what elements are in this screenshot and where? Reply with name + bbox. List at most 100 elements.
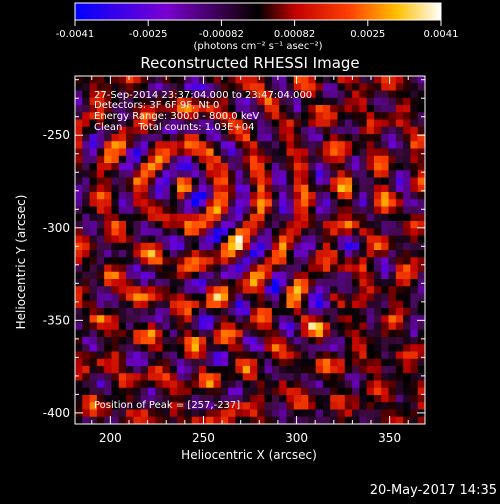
image-pixel — [308, 148, 317, 157]
image-pixel — [169, 271, 178, 280]
image-pixel — [220, 337, 229, 345]
image-pixel — [242, 119, 251, 128]
image-pixel — [162, 119, 171, 128]
image-pixel — [220, 373, 229, 381]
image-pixel — [403, 76, 411, 84]
image-pixel — [75, 373, 83, 381]
image-pixel — [184, 279, 193, 287]
image-pixel — [111, 358, 120, 367]
image-pixel — [373, 271, 382, 280]
image-pixel — [337, 300, 346, 309]
image-pixel — [301, 112, 309, 120]
image-pixel — [279, 148, 287, 157]
image-pixel — [395, 387, 404, 396]
image-pixel — [162, 380, 171, 389]
image-pixel — [220, 192, 229, 200]
image-pixel — [257, 235, 265, 244]
image-pixel — [140, 126, 149, 135]
image-pixel — [228, 409, 236, 418]
image-pixel — [250, 250, 258, 258]
image-pixel — [264, 141, 273, 149]
image-pixel — [96, 177, 105, 186]
image-pixel — [140, 351, 149, 360]
image-pixel — [104, 271, 112, 280]
image-pixel — [250, 373, 258, 381]
image-pixel — [330, 163, 338, 171]
image-pixel — [89, 90, 98, 99]
image-pixel — [104, 387, 112, 396]
image-pixel — [169, 409, 178, 418]
image-pixel — [322, 329, 331, 338]
image-pixel — [352, 90, 360, 99]
image-pixel — [279, 235, 287, 244]
image-pixel — [198, 235, 207, 244]
image-pixel — [177, 271, 185, 280]
image-pixel — [344, 177, 353, 186]
image-pixel — [286, 134, 295, 142]
image-pixel — [89, 337, 98, 345]
image-pixel — [191, 206, 200, 215]
image-pixel — [330, 112, 338, 120]
image-pixel — [366, 293, 375, 302]
image-pixel — [250, 315, 258, 323]
image-pixel — [155, 235, 163, 244]
image-pixel — [337, 163, 346, 171]
image-pixel — [337, 271, 346, 280]
image-pixel — [366, 279, 375, 287]
image-pixel — [395, 373, 404, 381]
image-pixel — [111, 206, 120, 215]
image-pixel — [308, 416, 317, 424]
image-pixel — [75, 351, 83, 360]
image-pixel — [82, 387, 90, 396]
image-pixel — [322, 177, 331, 186]
image-pixel — [388, 213, 397, 222]
image-pixel — [330, 141, 338, 149]
image-pixel — [111, 119, 120, 128]
image-pixel — [308, 373, 317, 381]
image-pixel — [228, 163, 236, 171]
image-pixel — [75, 163, 83, 171]
image-pixel — [213, 286, 222, 294]
image-pixel — [235, 395, 244, 403]
image-pixel — [381, 76, 389, 84]
image-pixel — [388, 163, 397, 171]
image-pixel — [286, 373, 295, 381]
image-pixel — [410, 228, 419, 236]
image-pixel — [126, 192, 134, 200]
image-pixel — [82, 337, 90, 345]
image-pixel — [89, 250, 98, 258]
image-pixel — [250, 221, 258, 229]
image-pixel — [410, 163, 419, 171]
image-pixel — [395, 402, 404, 410]
image-pixel — [250, 177, 258, 186]
image-pixel — [242, 395, 251, 403]
image-pixel — [198, 373, 207, 381]
image-pixel — [264, 105, 273, 113]
image-pixel — [82, 126, 90, 135]
image-pixel — [111, 286, 120, 294]
image-pixel — [366, 380, 375, 389]
image-pixel — [417, 395, 425, 403]
image-pixel — [162, 395, 171, 403]
image-pixel — [279, 337, 287, 345]
image-pixel — [359, 126, 368, 135]
image-pixel — [82, 308, 90, 316]
image-pixel — [75, 97, 83, 106]
image-pixel — [322, 119, 331, 128]
image-pixel — [198, 192, 207, 200]
image-pixel — [308, 163, 317, 171]
image-pixel — [352, 126, 360, 135]
image-pixel — [111, 242, 120, 251]
image-pixel — [155, 264, 163, 273]
image-pixel — [388, 293, 397, 302]
image-pixel — [322, 257, 331, 265]
image-pixel — [133, 337, 142, 345]
image-pixel — [315, 97, 324, 106]
image-pixel — [140, 264, 149, 273]
image-pixel — [213, 228, 222, 236]
image-pixel — [104, 329, 112, 338]
image-pixel — [198, 322, 207, 331]
image-pixel — [242, 141, 251, 149]
image-pixel — [184, 264, 193, 273]
image-pixel — [75, 293, 83, 302]
